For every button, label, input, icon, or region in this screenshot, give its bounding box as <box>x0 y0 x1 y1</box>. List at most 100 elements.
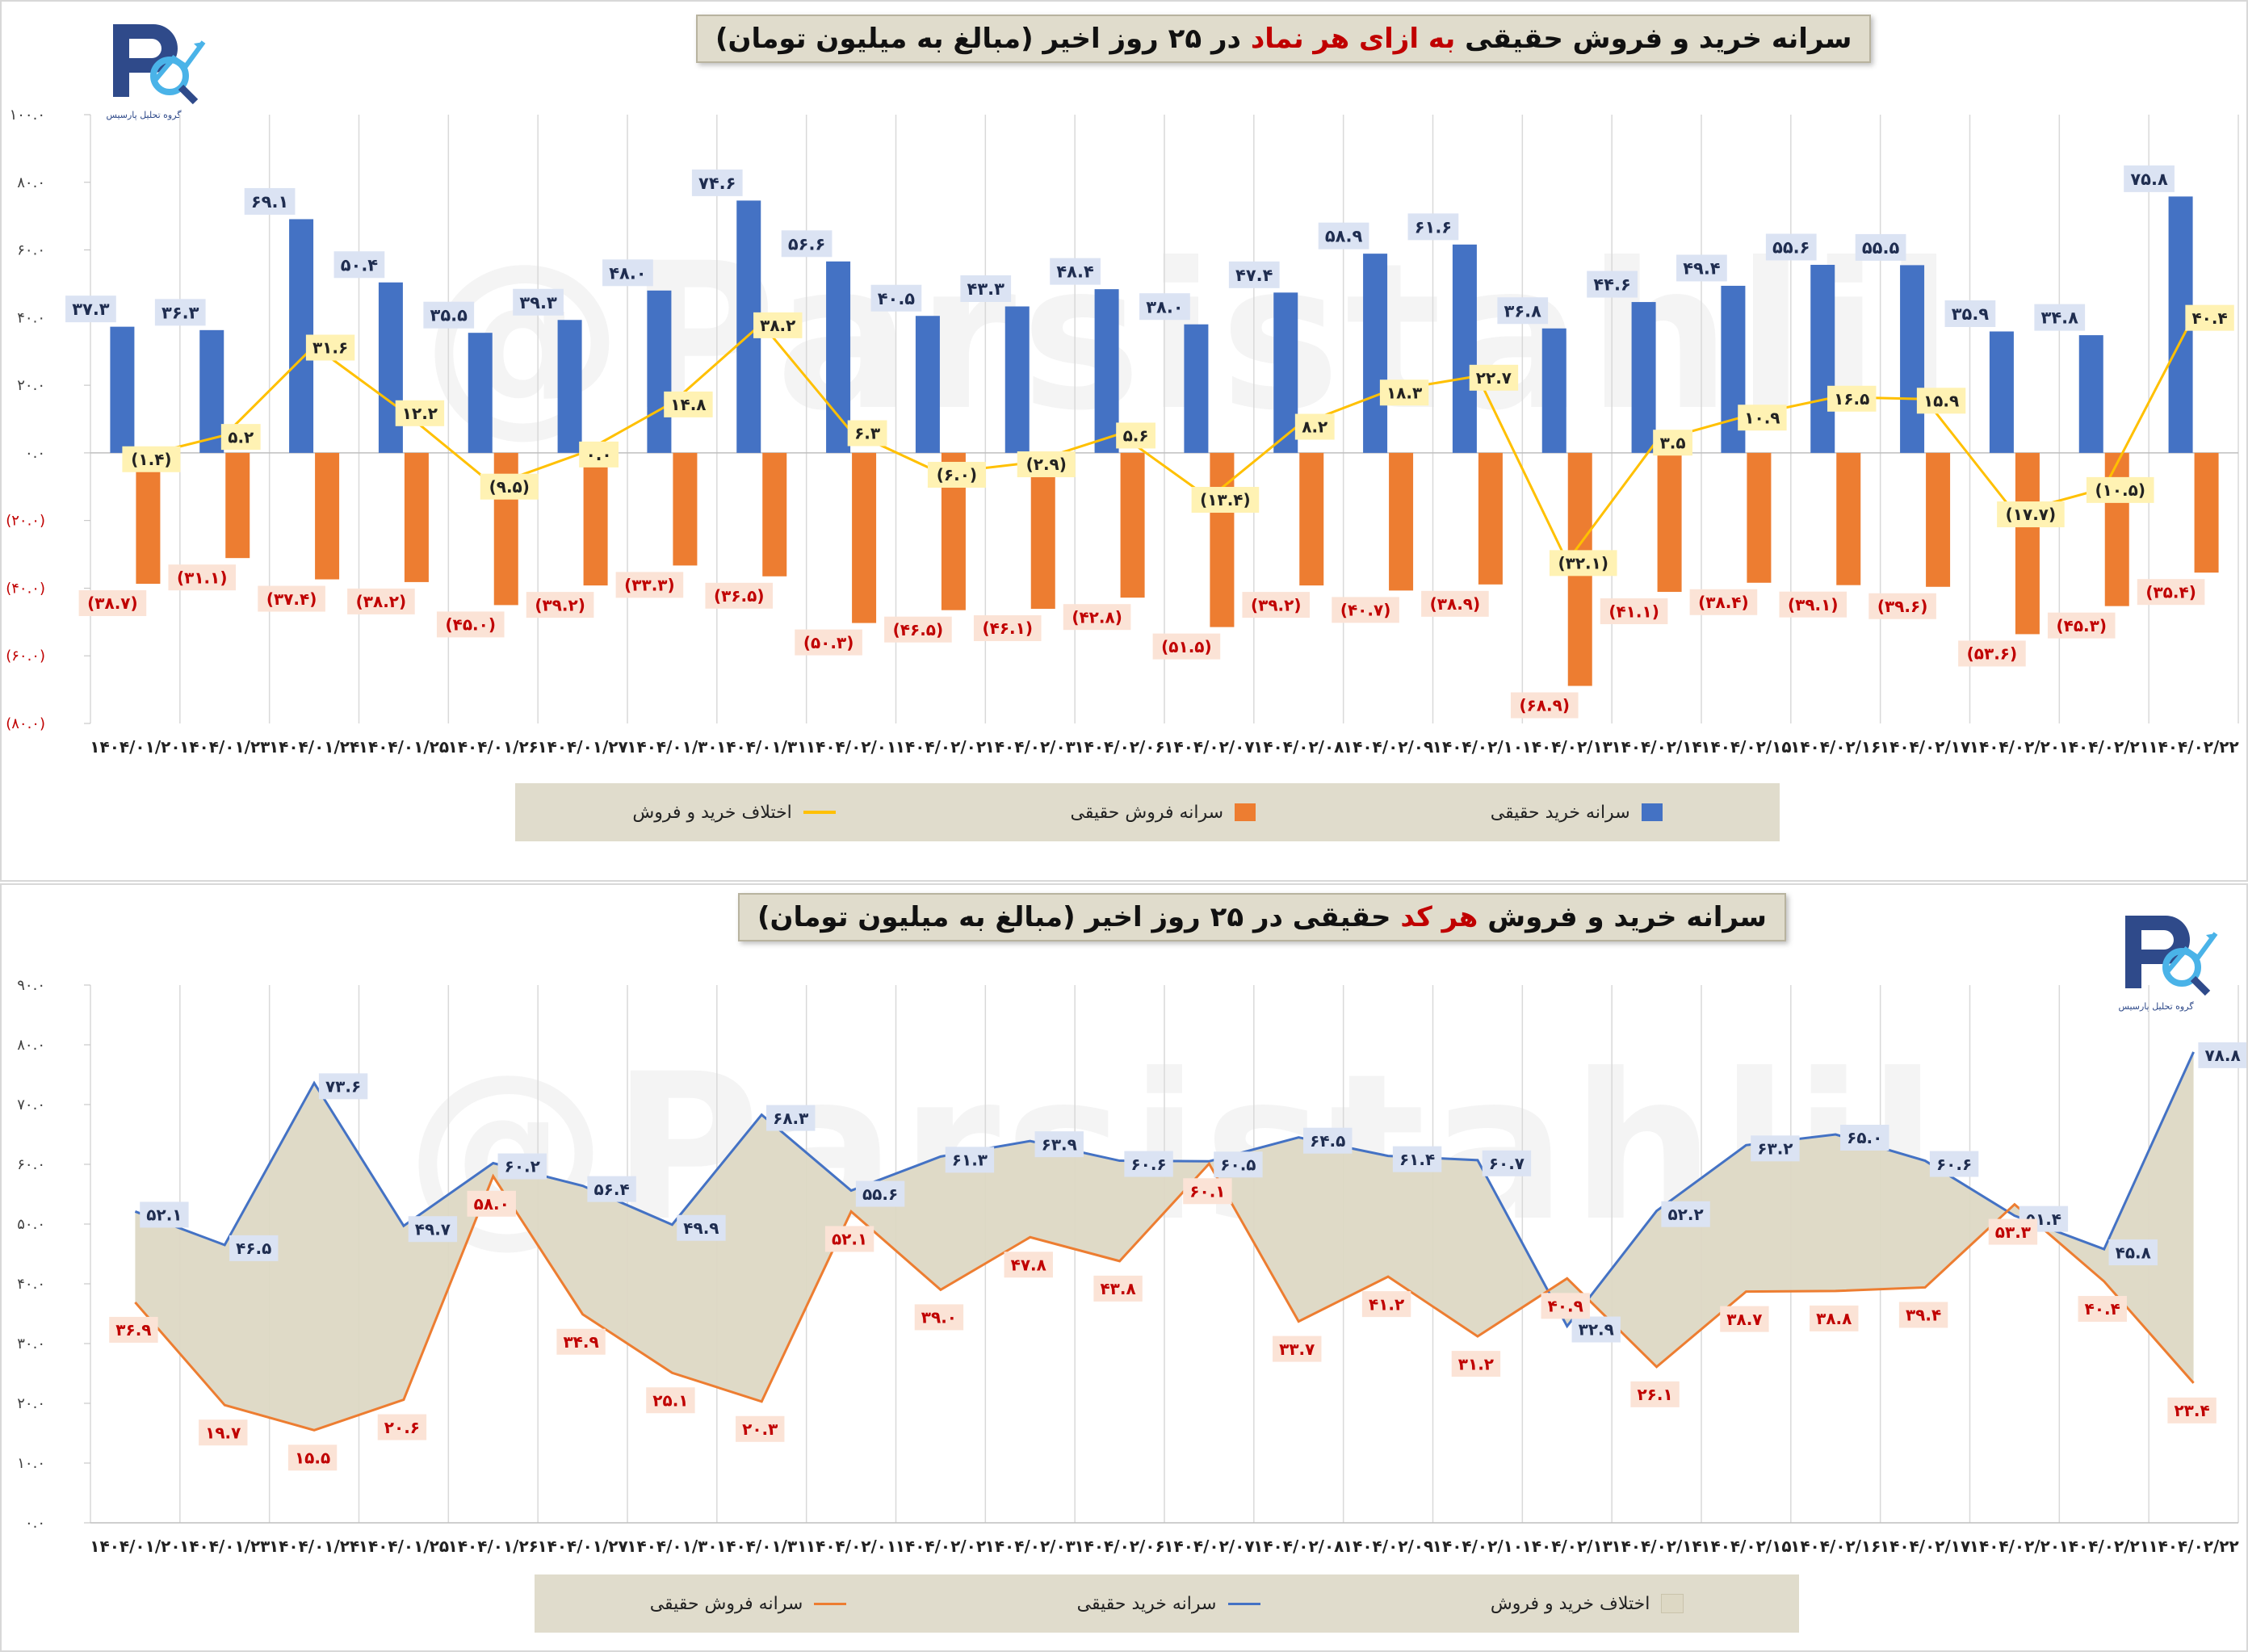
label-buy-bg <box>1587 270 1638 298</box>
label-diff-text: ۴۰.۴ <box>2191 308 2227 328</box>
x-tick-label: ۱۴۰۴/۰۱/۳۰ <box>627 1537 717 1556</box>
label-sell-text: ۳۹.۴ <box>1906 1306 1941 1325</box>
label-buy: ۷۸.۸ <box>2198 1042 2246 1068</box>
label-sell-bg <box>109 1316 158 1343</box>
label-sell: (۳۵.۴) <box>2137 579 2205 606</box>
label-buy-text: ۶۴.۵ <box>1310 1131 1345 1151</box>
label-sell-bg <box>2047 612 2116 639</box>
bar-buy <box>1900 265 1925 453</box>
parsis-logo: گروه تحلیل پارسیس <box>2118 916 2218 1012</box>
label-sell-bg <box>2078 1296 2127 1323</box>
label-sell: (۳۱.۱) <box>168 564 237 591</box>
label-buy: ۵۵.۶ <box>855 1180 905 1207</box>
label-buy-bg <box>318 1073 368 1100</box>
label-buy-bg <box>870 284 922 312</box>
label-sell: ۳۸.۸ <box>1810 1305 1859 1331</box>
label-buy: ۵۵.۶ <box>1765 233 1817 261</box>
x-tick-label: ۱۴۰۴/۰۲/۱۰ <box>1432 1537 1523 1556</box>
y-tick-label: ۱۰۰.۰ <box>10 107 45 124</box>
label-sell: ۲۰.۶ <box>377 1414 427 1440</box>
label-sell-text: ۳۴.۹ <box>563 1332 598 1352</box>
x-tick-label: ۱۴۰۴/۰۲/۰۳ <box>985 737 1076 757</box>
label-sell: (۴۵.۳) <box>2047 612 2116 639</box>
label-buy-text: ۶۰.۶ <box>1936 1155 1972 1174</box>
label-diff: (۱.۴) <box>122 446 181 472</box>
label-buy: ۶۰.۷ <box>1482 1150 1532 1176</box>
label-diff: ۴۰.۴ <box>2185 304 2234 331</box>
chart-panel-per-code: @Parsistahlil گروه تحلیل پارسیس سرانه خر… <box>0 883 2248 1652</box>
label-buy-text: ۵۰.۴ <box>341 255 379 275</box>
label-buy-text: ۴۰.۵ <box>878 289 916 308</box>
label-sell-bg <box>168 564 237 591</box>
label-buy-bg <box>1661 1201 1710 1227</box>
label-sell-text: (۴۱.۱) <box>1608 602 1659 621</box>
label-sell: ۶۰.۱ <box>1183 1178 1232 1205</box>
label-buy-text: ۷۳.۶ <box>325 1077 361 1096</box>
label-diff-text: (۲.۹) <box>1026 455 1067 474</box>
label-diff: (۹.۵) <box>480 473 539 500</box>
label-buy: ۳۹.۳ <box>513 288 564 316</box>
label-sell-bg <box>795 629 862 656</box>
x-tick-label: ۱۴۰۴/۰۲/۰۱ <box>806 737 896 757</box>
label-sell: ۲۶.۱ <box>1630 1381 1680 1407</box>
x-tick-label: ۱۴۰۴/۰۱/۲۰ <box>90 1537 180 1556</box>
label-sell-text: (۳۸.۴) <box>1698 593 1749 612</box>
label-buy: ۵۸.۹ <box>1318 222 1369 249</box>
label-sell: ۳۹.۴ <box>1898 1302 1948 1328</box>
bar-buy <box>1452 244 1477 453</box>
label-buy-text: ۵۲.۱ <box>146 1205 182 1225</box>
label-buy: ۶۳.۲ <box>1751 1135 1800 1162</box>
label-buy-bg <box>766 1105 816 1131</box>
y-tick-label: ۸۰.۰ <box>17 1037 45 1054</box>
label-diff-text: ۱۲.۲ <box>402 404 438 423</box>
x-tick-label: ۱۴۰۴/۰۲/۱۳ <box>1522 1537 1613 1556</box>
label-diff-text: ۲۲.۷ <box>1476 368 1512 388</box>
label-diff: ۱۸.۳ <box>1379 379 1429 406</box>
y-tick-label: ۱۰.۰ <box>17 1455 45 1472</box>
label-diff: ۱۵.۹ <box>1916 388 1966 414</box>
label-diff-text: ۶.۳ <box>854 424 880 443</box>
x-tick-label: ۱۴۰۴/۰۱/۲۴ <box>269 737 359 757</box>
label-buy: ۵۵.۵ <box>1855 233 1906 261</box>
bar-buy <box>915 316 940 453</box>
y-tick-label: ۴۰.۰ <box>17 309 45 326</box>
label-sell-bg <box>824 1226 874 1252</box>
bar-sell <box>1030 452 1055 609</box>
label-sell: (۳۸.۴) <box>1689 589 1758 615</box>
label-buy-text: ۶۱.۶ <box>1415 217 1452 237</box>
label-buy: ۴۹.۴ <box>1676 254 1727 282</box>
bar-buy <box>1631 302 1656 453</box>
label-diff: ۶.۳ <box>847 420 887 447</box>
label-diff-bg <box>395 400 445 426</box>
label-buy-bg <box>1482 1150 1532 1176</box>
label-diff: (۲.۹) <box>1017 451 1076 478</box>
label-sell-bg <box>199 1419 248 1446</box>
label-sell-text: ۴۱.۲ <box>1369 1294 1404 1314</box>
label-sell-text: ۵۸.۰ <box>474 1194 510 1214</box>
label-buy-text: ۴۷.۴ <box>1235 266 1273 285</box>
x-tick-label: ۱۴۰۴/۰۱/۲۷ <box>537 737 627 757</box>
label-sell-text: (۴۵.۳) <box>2057 616 2108 635</box>
label-buy: ۵۰.۴ <box>333 251 385 279</box>
x-tick-label: ۱۴۰۴/۰۲/۰۲ <box>895 1537 986 1556</box>
label-buy-bg <box>1214 1151 1263 1178</box>
x-tick-label: ۱۴۰۴/۰۲/۲۲ <box>2148 737 2238 757</box>
x-tick-label: ۱۴۰۴/۰۲/۱۶ <box>1790 737 1881 757</box>
label-buy-text: ۷۵.۸ <box>2130 170 2168 189</box>
label-buy-bg <box>1050 258 1101 285</box>
label-sell-bg <box>1720 1306 1769 1332</box>
x-tick-label: ۱۴۰۴/۰۲/۲۰ <box>1969 737 2060 757</box>
label-diff-bg <box>1653 430 1692 456</box>
y-tick-label: (۸۰.۰) <box>6 715 45 732</box>
label-diff: ۱۴.۸ <box>664 391 713 417</box>
label-sell-bg <box>884 616 952 643</box>
bar-sell <box>1657 452 1682 593</box>
label-buy-text: ۴۸.۰ <box>609 263 646 283</box>
label-sell-bg <box>1063 604 1131 631</box>
label-buy: ۳۷.۳ <box>65 296 116 323</box>
label-sell: (۳۸.۷) <box>78 589 147 616</box>
label-sell: (۳۹.۶) <box>1868 593 1936 619</box>
label-sell-bg <box>646 1387 695 1414</box>
label-sell-text: ۱۹.۷ <box>205 1423 241 1442</box>
x-tick-label: ۱۴۰۴/۰۲/۰۷ <box>1164 1537 1254 1556</box>
